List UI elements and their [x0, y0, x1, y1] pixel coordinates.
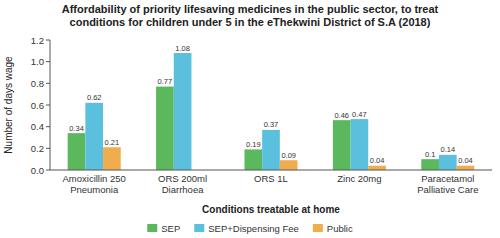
data-label: 0.1 — [425, 150, 435, 159]
y-tick-label: 1.0 — [31, 56, 44, 67]
data-label: 1.08 — [175, 44, 190, 53]
y-tick-label: 1.2 — [31, 35, 44, 46]
y-tick-label: 0.0 — [31, 165, 44, 176]
x-tick-label: Amoxicillin 250Pneumonia — [63, 173, 126, 195]
x-axis — [50, 170, 492, 171]
bar — [174, 53, 192, 170]
data-label: 0.77 — [158, 77, 173, 86]
data-label: 0.04 — [370, 156, 385, 165]
y-tick — [46, 148, 50, 149]
y-tick — [46, 83, 50, 84]
data-label: 0.21 — [105, 138, 120, 147]
title: Affordability of priority lifesaving med… — [62, 3, 439, 28]
x-tick-label: ParacetamolPalliative Care — [417, 173, 478, 195]
legend: SEP SEP+Dispensing Fee Public — [147, 223, 353, 234]
y-tick — [46, 40, 50, 41]
bar — [68, 133, 86, 170]
x-tick-label: Zinc 20mg — [337, 173, 381, 184]
legend-label: SEP — [161, 223, 180, 234]
bar — [103, 147, 121, 170]
bar — [457, 166, 475, 170]
data-label: 0.09 — [281, 151, 296, 160]
data-label: 0.37 — [264, 120, 279, 129]
data-label: 0.19 — [246, 140, 261, 149]
chart: Affordability of priority lifesaving med… — [0, 0, 500, 238]
bar — [421, 159, 439, 170]
y-tick — [46, 170, 50, 171]
data-label: 0.47 — [352, 110, 367, 119]
x-tick-label: ORS 200mlDiarrhoea — [158, 173, 207, 195]
x-tick-label: ORS 1L — [254, 173, 288, 184]
y-tick-label: 0.6 — [31, 100, 44, 111]
bars — [68, 53, 475, 170]
bar — [244, 149, 262, 170]
data-label: 0.62 — [87, 93, 102, 102]
bar — [351, 119, 369, 170]
legend-swatch — [194, 224, 204, 232]
y-tick-label: 0.2 — [31, 143, 44, 154]
bar — [280, 160, 298, 170]
bar — [262, 130, 280, 170]
y-axis-label: Number of days wage — [3, 56, 14, 154]
bar — [439, 155, 457, 170]
y-axis — [50, 40, 51, 170]
legend-label: SEP+Dispensing Fee — [208, 223, 299, 234]
data-label: 0.34 — [69, 124, 84, 133]
data-label: 0.14 — [440, 145, 455, 154]
y-tick-label: 0.4 — [31, 121, 44, 132]
bar — [368, 166, 386, 170]
data-labels: 0.340.770.190.460.10.621.080.370.470.140… — [69, 44, 473, 166]
x-axis-label: Conditions treatable at home — [202, 204, 340, 215]
y-tick — [46, 61, 50, 62]
data-label: 0.04 — [458, 156, 473, 165]
bar — [333, 120, 351, 170]
bar — [156, 87, 174, 170]
legend-label: Public — [327, 223, 353, 234]
y-tick — [46, 105, 50, 106]
y-tick — [46, 126, 50, 127]
y-tick-label: 0.8 — [31, 78, 44, 89]
data-label: 0.46 — [334, 111, 349, 120]
legend-swatch — [313, 224, 323, 232]
legend-swatch — [147, 224, 157, 232]
bar — [85, 103, 103, 170]
